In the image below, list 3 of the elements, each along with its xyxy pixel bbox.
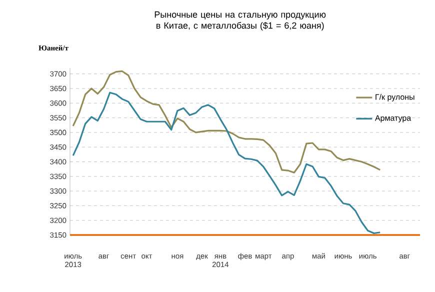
chart-title: Рыночные цены на стальную продукцию в Китае, с металлобазы ($1 = 6,2 юаня) [154,11,326,30]
legend-label: Г/к рулоны [376,94,414,102]
legend-label: Арматура [374,115,412,122]
